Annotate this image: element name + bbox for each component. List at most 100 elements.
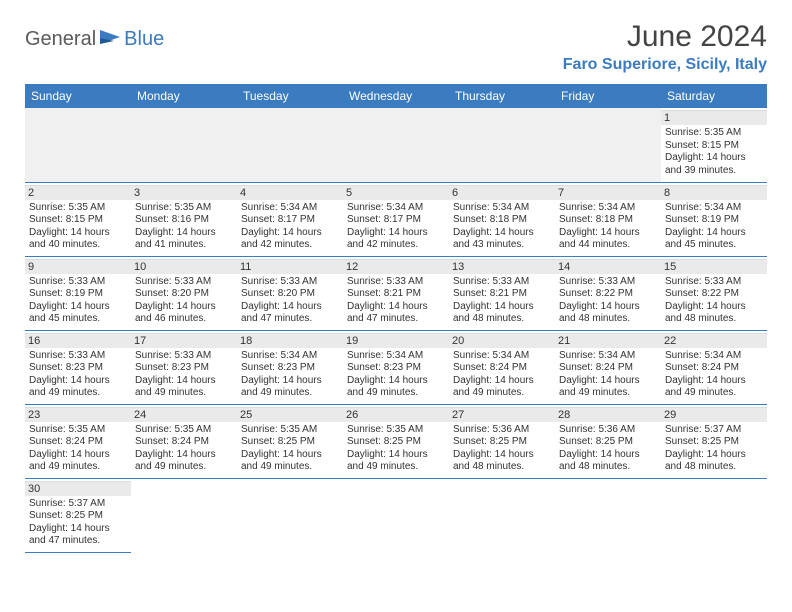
day-details: Sunrise: 5:34 AMSunset: 8:17 PMDaylight:… [347, 202, 445, 252]
sunrise-line: Sunrise: 5:33 AM [453, 276, 551, 289]
sunset-line: Sunset: 8:25 PM [665, 436, 763, 449]
sunset-line: Sunset: 8:23 PM [347, 362, 445, 375]
calendar-cell: 30 Sunrise: 5:37 AMSunset: 8:25 PMDayligh… [25, 478, 131, 552]
day-details: Sunrise: 5:33 AMSunset: 8:23 PMDaylight:… [135, 350, 233, 400]
calendar-cell: 11Sunrise: 5:33 AMSunset: 8:20 PMDayligh… [237, 256, 343, 330]
weekday-header: Tuesday [237, 84, 343, 108]
day-details: Sunrise: 5:33 AMSunset: 8:22 PMDaylight:… [559, 276, 657, 326]
day-number: 20 [449, 333, 555, 348]
sunrise-line: Sunrise: 5:35 AM [241, 424, 339, 437]
location-label: Faro Superiore, Sicily, Italy [563, 56, 767, 74]
day-number: 12 [343, 259, 449, 274]
sunset-line: Sunset: 8:18 PM [453, 214, 551, 227]
weekday-header: Friday [555, 84, 661, 108]
daylight-line: Daylight: 14 hours and 49 minutes. [241, 449, 339, 474]
weekday-header: Sunday [25, 84, 131, 108]
sunrise-line: Sunrise: 5:35 AM [347, 424, 445, 437]
day-number: 30 [25, 481, 131, 496]
day-number: 15 [661, 259, 767, 274]
day-details: Sunrise: 5:37 AMSunset: 8:25 PMDaylight:… [29, 498, 127, 548]
daylight-line: Daylight: 14 hours and 47 minutes. [241, 301, 339, 326]
sunrise-line: Sunrise: 5:35 AM [29, 202, 127, 215]
calendar-cell: 28Sunrise: 5:36 AMSunset: 8:25 PMDayligh… [555, 404, 661, 478]
calendar-cell: 14 Sunrise: 5:33 AMSunset: 8:22 PMDayligh… [555, 256, 661, 330]
day-number: 3 [131, 185, 237, 200]
day-number: 13 [449, 259, 555, 274]
sunrise-line: Sunrise: 5:33 AM [29, 276, 127, 289]
day-number: 29 [661, 407, 767, 422]
sunrise-line: Sunrise: 5:34 AM [559, 202, 657, 215]
sunrise-line: Sunrise: 5:34 AM [665, 350, 763, 363]
daylight-line: Daylight: 14 hours and 48 minutes. [453, 301, 551, 326]
sunset-line: Sunset: 8:17 PM [347, 214, 445, 227]
calendar-row: 2 Sunrise: 5:35 AMSunset: 8:15 PMDaylight… [25, 182, 767, 256]
flag-icon [100, 28, 122, 51]
calendar-cell: 20Sunrise: 5:34 AMSunset: 8:24 PMDayligh… [449, 330, 555, 404]
brand-logo: General Blue [25, 28, 164, 51]
calendar-cell: 24 Sunrise: 5:35 AMSunset: 8:24 PMDayligh… [131, 404, 237, 478]
brand-part1: General [25, 28, 96, 51]
calendar-cell: 6Sunrise: 5:34 AMSunset: 8:18 PMDaylight… [449, 182, 555, 256]
daylight-line: Daylight: 14 hours and 49 minutes. [347, 449, 445, 474]
sunset-line: Sunset: 8:21 PM [347, 288, 445, 301]
day-number: 24 [131, 407, 237, 422]
calendar-cell: 29 Sunrise: 5:37 AMSunset: 8:25 PMDayligh… [661, 404, 767, 478]
day-details: Sunrise: 5:37 AMSunset: 8:25 PMDaylight:… [665, 424, 763, 474]
calendar-cell: 23Sunrise: 5:35 AMSunset: 8:24 PMDayligh… [25, 404, 131, 478]
calendar-cell: 2 Sunrise: 5:35 AMSunset: 8:15 PMDaylight… [25, 182, 131, 256]
day-details: Sunrise: 5:34 AMSunset: 8:19 PMDaylight:… [665, 202, 763, 252]
day-details: Sunrise: 5:35 AMSunset: 8:16 PMDaylight:… [135, 202, 233, 252]
sunrise-line: Sunrise: 5:34 AM [453, 202, 551, 215]
day-number: 16 [25, 333, 131, 348]
sunrise-line: Sunrise: 5:33 AM [29, 350, 127, 363]
sunrise-line: Sunrise: 5:37 AM [29, 498, 127, 511]
calendar-row: 16 Sunrise: 5:33 AMSunset: 8:23 PMDayligh… [25, 330, 767, 404]
sunset-line: Sunset: 8:25 PM [559, 436, 657, 449]
day-details: Sunrise: 5:33 AMSunset: 8:21 PMDaylight:… [347, 276, 445, 326]
sunset-line: Sunset: 8:24 PM [29, 436, 127, 449]
day-details: Sunrise: 5:35 AMSunset: 8:24 PMDaylight:… [135, 424, 233, 474]
day-number: 25 [237, 407, 343, 422]
sunset-line: Sunset: 8:18 PM [559, 214, 657, 227]
daylight-line: Daylight: 14 hours and 47 minutes. [29, 523, 127, 548]
sunset-line: Sunset: 8:20 PM [135, 288, 233, 301]
title-block: June 2024 Faro Superiore, Sicily, Italy [563, 20, 767, 74]
calendar-cell: 15 Sunrise: 5:33 AMSunset: 8:22 PMDayligh… [661, 256, 767, 330]
daylight-line: Daylight: 14 hours and 48 minutes. [665, 449, 763, 474]
day-details: Sunrise: 5:33 AMSunset: 8:21 PMDaylight:… [453, 276, 551, 326]
calendar-cell: 10Sunrise: 5:33 AMSunset: 8:20 PMDayligh… [131, 256, 237, 330]
sunrise-line: Sunrise: 5:34 AM [241, 202, 339, 215]
day-number: 22 [661, 333, 767, 348]
sunset-line: Sunset: 8:25 PM [241, 436, 339, 449]
calendar-cell [343, 108, 449, 182]
sunrise-line: Sunrise: 5:33 AM [347, 276, 445, 289]
day-details: Sunrise: 5:35 AMSunset: 8:15 PMDaylight:… [29, 202, 127, 252]
day-details: Sunrise: 5:35 AMSunset: 8:25 PMDaylight:… [241, 424, 339, 474]
sunset-line: Sunset: 8:25 PM [29, 510, 127, 523]
sunset-line: Sunset: 8:17 PM [241, 214, 339, 227]
daylight-line: Daylight: 14 hours and 43 minutes. [453, 227, 551, 252]
day-number: 14 [555, 259, 661, 274]
calendar-cell: 7 Sunrise: 5:34 AMSunset: 8:18 PMDaylight… [555, 182, 661, 256]
calendar-cell: 16Sunrise: 5:33 AMSunset: 8:23 PMDayligh… [25, 330, 131, 404]
sunrise-line: Sunrise: 5:35 AM [665, 127, 763, 140]
day-details: Sunrise: 5:35 AMSunset: 8:25 PMDaylight:… [347, 424, 445, 474]
sunrise-line: Sunrise: 5:34 AM [665, 202, 763, 215]
daylight-line: Daylight: 14 hours and 48 minutes. [665, 301, 763, 326]
calendar-cell: 17Sunrise: 5:33 AMSunset: 8:23 PMDayligh… [131, 330, 237, 404]
day-details: Sunrise: 5:33 AMSunset: 8:22 PMDaylight:… [665, 276, 763, 326]
day-number: 7 [555, 185, 661, 200]
day-details: Sunrise: 5:34 AMSunset: 8:23 PMDaylight:… [241, 350, 339, 400]
calendar-cell: 25 Sunrise: 5:35 AMSunset: 8:25 PMDayligh… [237, 404, 343, 478]
daylight-line: Daylight: 14 hours and 45 minutes. [665, 227, 763, 252]
calendar-table: SundayMondayTuesdayWednesdayThursdayFrid… [25, 84, 767, 553]
sunrise-line: Sunrise: 5:34 AM [347, 202, 445, 215]
daylight-line: Daylight: 14 hours and 48 minutes. [453, 449, 551, 474]
day-number: 26 [343, 407, 449, 422]
day-details: Sunrise: 5:34 AMSunset: 8:17 PMDaylight:… [241, 202, 339, 252]
day-details: Sunrise: 5:34 AMSunset: 8:18 PMDaylight:… [559, 202, 657, 252]
page-title: June 2024 [563, 20, 767, 54]
calendar-cell [343, 478, 449, 552]
daylight-line: Daylight: 14 hours and 46 minutes. [135, 301, 233, 326]
day-number: 2 [25, 185, 131, 200]
